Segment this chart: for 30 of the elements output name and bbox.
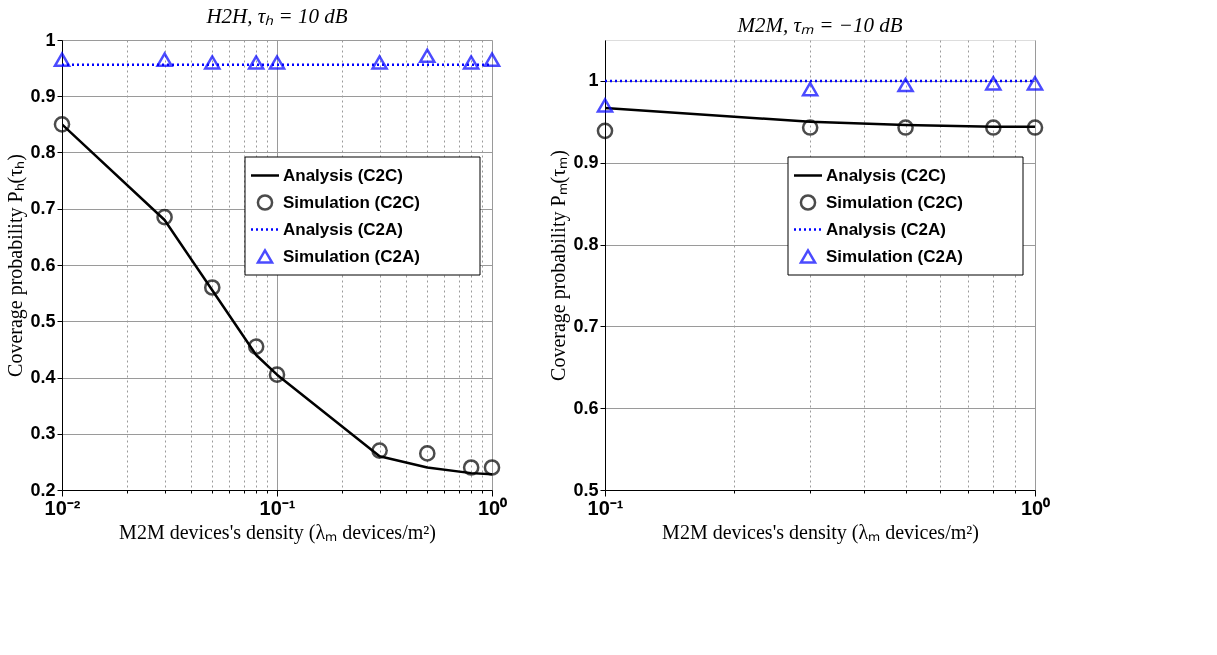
chart-title: H2H, τₕ = 10 dB: [205, 4, 348, 28]
legend-label: Simulation (C2C): [283, 192, 420, 212]
legend-label: Analysis (C2C): [283, 165, 403, 185]
y-tick-label: 0.8: [573, 234, 599, 255]
x-tick-label: 10⁻¹: [259, 496, 296, 519]
y-tick-label: 0.6: [30, 254, 56, 275]
y-tick-label: 0.3: [30, 423, 56, 444]
y-tick-label: 0.7: [573, 315, 599, 336]
legend-label: Simulation (C2A): [283, 246, 420, 266]
legend-label: Simulation (C2C): [826, 192, 963, 212]
y-tick-label: 0.6: [573, 397, 599, 418]
x-axis-title: M2M devices's density (λₘ devices/m²): [119, 520, 436, 544]
x-tick-label: 10⁰: [477, 496, 508, 519]
legend-label: Simulation (C2A): [826, 246, 963, 266]
x-axis-title: M2M devices's density (λₘ devices/m²): [662, 520, 979, 544]
legend-label: Analysis (C2A): [826, 219, 946, 239]
x-tick-label: 10⁰: [1020, 496, 1051, 519]
chart-title: M2M, τₘ = −10 dB: [736, 13, 903, 37]
y-axis-title: Coverage probability Pₕ(τₕ): [4, 154, 28, 377]
y-tick-label: 0.4: [30, 367, 56, 387]
y-tick-label: 0.9: [30, 85, 56, 106]
y-tick-label: 1: [588, 70, 599, 91]
legend-label: Analysis (C2A): [283, 219, 403, 239]
legend-label: Analysis (C2C): [826, 165, 946, 185]
y-axis-title: Coverage probability Pₘ(τₘ): [547, 150, 571, 381]
y-tick-label: 1: [45, 29, 56, 50]
y-tick-label: 0.9: [573, 152, 599, 173]
y-tick-label: 0.5: [30, 310, 56, 331]
y-tick-label: 0.7: [30, 198, 56, 219]
y-tick-label: 0.8: [30, 142, 56, 162]
